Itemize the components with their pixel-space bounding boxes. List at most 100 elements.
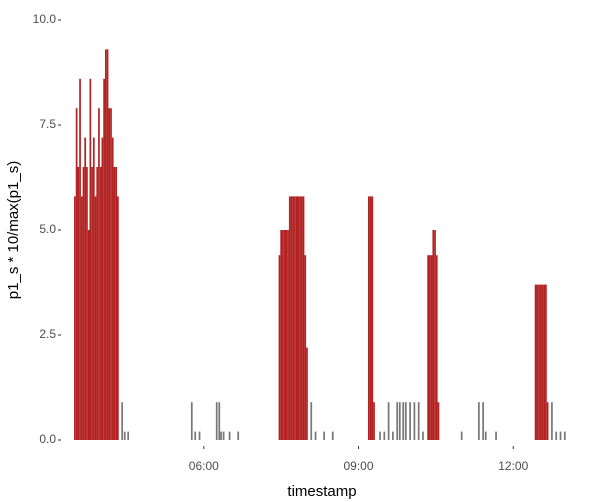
bar: [371, 196, 374, 440]
bar: [220, 431, 222, 440]
bar: [94, 196, 97, 440]
bar: [80, 196, 83, 440]
bar: [108, 108, 111, 440]
bar: [115, 167, 118, 440]
bar: [373, 402, 375, 440]
bar: [74, 196, 76, 440]
bar: [543, 284, 546, 440]
y-axis-title: p1_s * 10/max(p1_s): [5, 161, 22, 299]
bar: [555, 431, 558, 440]
x-axis-title: timestamp: [287, 483, 356, 500]
bar: [113, 167, 116, 440]
bar: [398, 402, 401, 440]
bar: [417, 402, 420, 440]
bar: [478, 402, 480, 440]
bar: [541, 284, 544, 440]
bar: [101, 137, 104, 440]
bar: [290, 196, 293, 440]
bar: [297, 196, 300, 440]
bar: [92, 137, 95, 440]
bar: [194, 431, 197, 440]
bar: [534, 284, 537, 440]
bar: [218, 402, 221, 440]
bar: [77, 167, 80, 440]
bar: [559, 431, 562, 440]
bar: [563, 431, 566, 440]
bar: [310, 402, 313, 440]
x-tick-label: 09:00: [344, 459, 374, 473]
bar: [285, 230, 288, 440]
bar: [294, 196, 296, 440]
bar: [482, 402, 485, 440]
bar: [282, 230, 284, 440]
bar: [89, 78, 92, 441]
bar: [413, 402, 416, 440]
bar: [91, 167, 93, 440]
bar: [409, 402, 411, 440]
bar: [545, 284, 547, 440]
bar: [437, 402, 440, 440]
bar: [288, 196, 291, 440]
bar: [304, 255, 307, 440]
bar: [123, 431, 126, 440]
bar: [117, 196, 119, 440]
bar: [404, 402, 407, 440]
bar: [402, 402, 405, 440]
bar: [127, 431, 130, 440]
bar: [430, 255, 433, 440]
bar: [306, 347, 308, 440]
bar: [190, 402, 193, 440]
x-tick-label: 12:00: [498, 459, 528, 473]
bar: [237, 431, 240, 440]
y-tick-label: 2.5: [39, 327, 56, 341]
bar: [82, 167, 85, 440]
bar: [434, 230, 436, 440]
bar: [538, 284, 540, 440]
bar: [84, 137, 87, 440]
bar: [299, 196, 301, 440]
bar: [387, 402, 390, 440]
bar: [429, 255, 431, 440]
bar: [280, 230, 283, 440]
bar: [396, 402, 399, 440]
bar: [551, 402, 553, 440]
bar: [546, 402, 549, 440]
bar: [314, 431, 317, 440]
bar: [86, 167, 88, 440]
bar: [539, 284, 542, 440]
bar: [96, 167, 99, 440]
bar: [367, 196, 370, 440]
bar: [79, 78, 81, 441]
bar: [283, 230, 286, 440]
bar: [215, 402, 218, 440]
bar: [392, 431, 394, 440]
bar: [222, 431, 225, 440]
y-tick-label: 7.5: [39, 117, 56, 131]
bar: [379, 431, 381, 440]
bar: [106, 49, 109, 441]
bar: [99, 167, 102, 440]
bar: [292, 196, 295, 440]
bar: [331, 431, 334, 440]
bar: [278, 255, 281, 440]
bar: [104, 49, 107, 441]
bar: [87, 230, 90, 440]
bar: [121, 402, 124, 440]
bar: [103, 78, 105, 441]
bar: [460, 431, 463, 440]
bar: [432, 230, 435, 440]
bar: [422, 431, 424, 440]
bar: [495, 431, 497, 440]
bar: [484, 431, 487, 440]
bar: [435, 255, 438, 440]
bar: [302, 196, 305, 440]
bar: [111, 137, 114, 440]
x-tick-label: 06:00: [189, 459, 219, 473]
bar: [287, 230, 289, 440]
y-tick-label: 10.0: [33, 12, 57, 26]
bar: [295, 196, 298, 440]
bar: [198, 431, 201, 440]
bar: [98, 108, 100, 440]
bar: [228, 431, 231, 440]
